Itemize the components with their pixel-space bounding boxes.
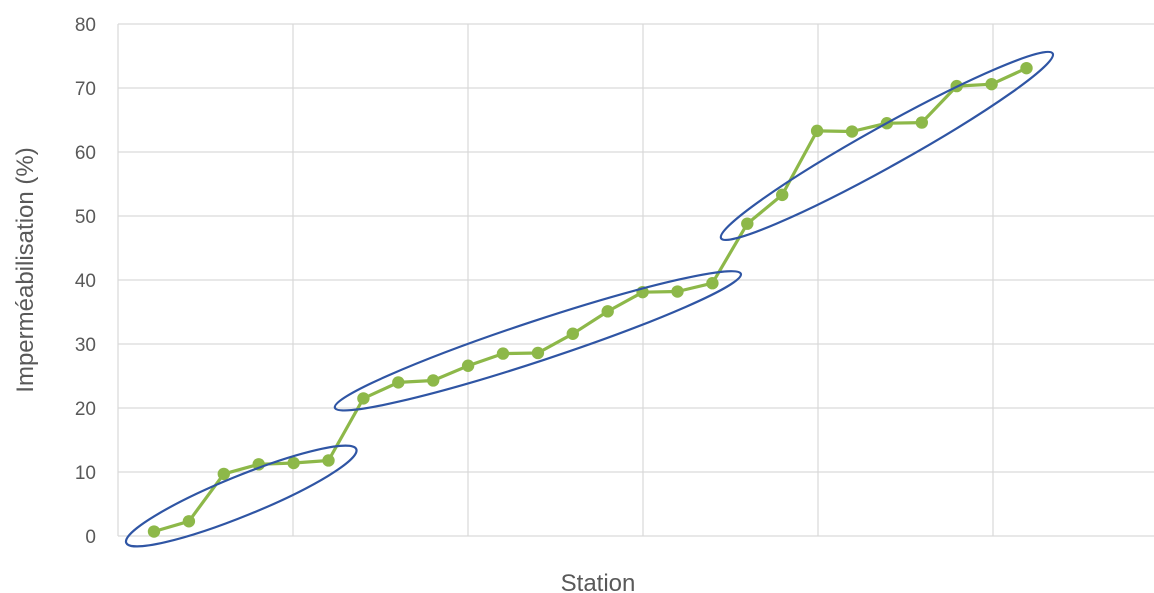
group-ellipse — [719, 50, 1055, 242]
group-ellipse — [333, 270, 743, 412]
y-tick-label: 10 — [75, 463, 96, 484]
data-point — [601, 305, 614, 318]
y-tick-label: 50 — [75, 207, 96, 228]
data-point — [392, 376, 405, 389]
data-point — [357, 392, 370, 405]
y-tick-label: 40 — [75, 271, 96, 292]
y-axis-tick-labels: 0 10 20 30 40 50 60 70 80 — [75, 15, 96, 548]
data-point — [915, 116, 928, 129]
x-axis-title: Station — [561, 570, 636, 593]
data-point — [741, 217, 754, 230]
y-tick-label: 60 — [75, 143, 96, 164]
data-point — [845, 125, 859, 138]
y-tick-label: 30 — [75, 335, 96, 356]
data-point — [461, 359, 475, 372]
data-point — [671, 285, 684, 298]
data-point — [776, 188, 789, 202]
data-point — [217, 467, 230, 481]
series-layer — [147, 61, 1033, 538]
y-tick-label: 80 — [75, 15, 96, 36]
data-point — [147, 525, 161, 538]
data-point — [1020, 61, 1033, 75]
y-tick-label: 20 — [75, 399, 96, 420]
data-point — [182, 515, 196, 528]
data-point — [427, 374, 440, 387]
vertical-gridlines — [117, 24, 994, 536]
data-point — [322, 454, 335, 467]
series-line — [153, 66, 1028, 534]
y-axis-title: Imperméabilisation (%) — [12, 147, 39, 392]
data-point — [810, 124, 824, 138]
data-point — [496, 347, 510, 360]
annotation-layer — [124, 50, 1055, 548]
y-tick-label: 0 — [85, 527, 96, 548]
data-point — [985, 77, 998, 91]
data-point — [706, 277, 719, 290]
horizontal-gridlines — [118, 23, 1154, 537]
y-tick-label: 70 — [75, 79, 96, 100]
data-point — [566, 327, 579, 340]
data-point — [531, 346, 545, 360]
group-ellipse — [124, 444, 358, 548]
data-point — [287, 456, 300, 470]
